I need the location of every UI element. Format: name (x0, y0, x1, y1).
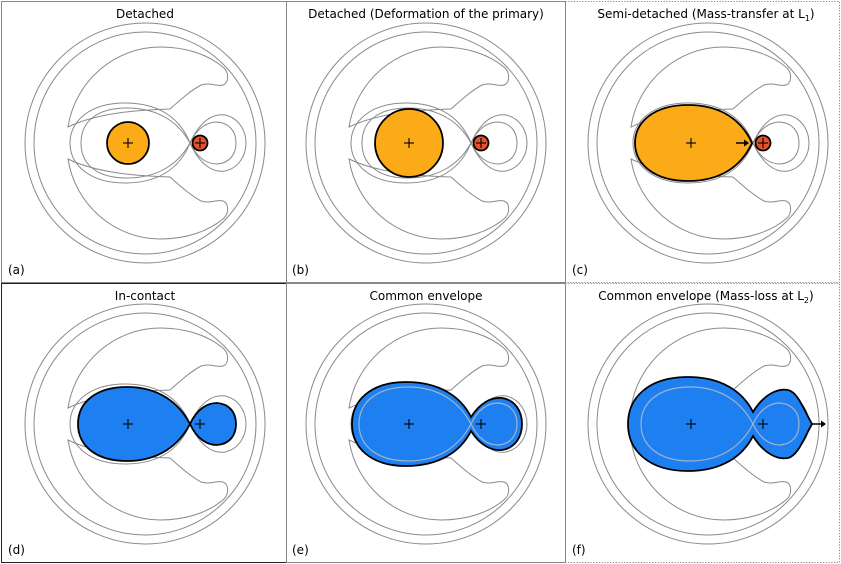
panel-c-roche-geometry (587, 22, 829, 264)
panel-f-roche-geometry (587, 303, 829, 545)
contact-binary-envelope (77, 386, 237, 462)
primary-center-cross-icon (404, 138, 414, 148)
primary-center-cross-icon (123, 419, 133, 429)
panel-b: Detached (Deformation of the primary) (b… (286, 1, 566, 283)
panel-d-roche-geometry (24, 303, 266, 545)
panel-e-tag: (e) (292, 543, 309, 557)
panel-a-tag: (a) (8, 263, 25, 277)
panel-a-roche-geometry (24, 22, 266, 264)
panel-f-border (565, 283, 840, 563)
panel-d: In-contact (d) (1, 283, 287, 563)
panel-f-title: Common envelope (Mass-loss at L2) (598, 289, 813, 305)
panel-e-roche-geometry (305, 303, 547, 545)
primary-center-cross-icon (404, 419, 414, 429)
panel-d-title: In-contact (115, 289, 176, 303)
panel-f: Common envelope (Mass-loss at L2) (f) (565, 283, 840, 563)
inner-roche-lobes (358, 386, 518, 462)
common-envelope-overflowing (627, 376, 814, 472)
panel-b-title: Detached (Deformation of the primary) (308, 7, 544, 21)
panel-a-title: Detached (116, 7, 174, 21)
panel-c-border (565, 1, 840, 283)
panel-d-tag: (d) (8, 543, 25, 557)
panel-e-title: Common envelope (369, 289, 482, 303)
secondary-center-cross-icon (476, 419, 486, 429)
mass-loss-arrow-icon (812, 420, 826, 428)
panel-c-title: Semi-detached (Mass-transfer at L1) (597, 7, 814, 23)
secondary-center-cross-icon (758, 419, 768, 429)
panel-c-tag: (c) (572, 263, 588, 277)
panel-e: Common envelope (e) (286, 283, 566, 563)
mass-transfer-arrow-icon (736, 139, 749, 147)
panel-a: Detached (a) (1, 1, 287, 283)
primary-center-cross-icon (686, 419, 696, 429)
panel-b-roche-geometry (305, 22, 547, 264)
common-envelope (351, 381, 523, 467)
secondary-center-cross-icon (476, 138, 486, 148)
secondary-center-cross-icon (195, 419, 205, 429)
primary-center-cross-icon (123, 138, 133, 148)
primary-center-cross-icon (686, 138, 696, 148)
secondary-center-cross-icon (195, 138, 205, 148)
inner-roche-lobes (640, 386, 800, 462)
panel-f-tag: (f) (572, 543, 586, 557)
panel-c: Semi-detached (Mass-transfer at L1) (c) (565, 1, 840, 283)
panel-b-tag: (b) (292, 263, 309, 277)
secondary-center-cross-icon (758, 138, 768, 148)
